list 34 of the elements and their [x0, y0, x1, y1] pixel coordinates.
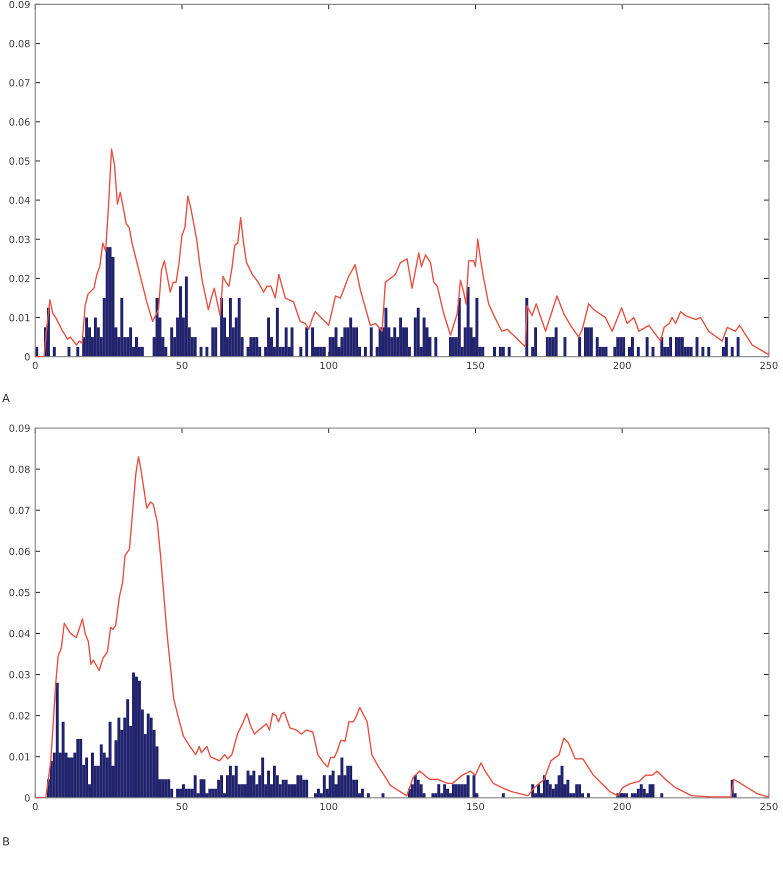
y-tick-label: 0.09: [9, 424, 30, 432]
y-tick-label: 0.08: [9, 40, 30, 48]
y-tick-label: 0.06: [9, 548, 30, 556]
x-tick-label: 100: [320, 802, 338, 810]
x-tick-label: 200: [614, 802, 631, 810]
y-tick-label: 0.01: [9, 314, 30, 322]
text: A: [2, 394, 10, 402]
y-tick-label: 0.03: [9, 236, 30, 244]
x-tick-label: 50: [176, 802, 188, 810]
x-tick-label: 250: [760, 362, 778, 370]
y-tick-label: 0.03: [9, 671, 30, 678]
y-tick-label: 0.04: [9, 196, 30, 204]
x-tick-label: 0: [32, 802, 38, 810]
x-tick-label: 100: [320, 362, 338, 370]
x-tick-label: 200: [614, 362, 631, 370]
text: B: [3, 837, 10, 846]
y-tick-label: 0.04: [9, 630, 30, 638]
y-tick-label: 0.08: [9, 466, 30, 473]
x-tick-label: 50: [176, 362, 188, 370]
y-tick-label: 0.02: [9, 712, 30, 720]
x-tick-label: 150: [467, 362, 484, 370]
x-tick-label: 250: [760, 802, 778, 810]
y-tick-label: 0.09: [9, 0, 30, 8]
x-tick-label: 150: [467, 802, 484, 810]
x-tick-label: 0: [32, 362, 38, 370]
y-tick-label: 0.01: [9, 753, 30, 761]
y-tick-label: 0.05: [9, 588, 30, 596]
y-tick-label: 0.02: [9, 274, 30, 282]
y-tick-label: 0.06: [9, 118, 30, 126]
y-tick-label: 0.07: [9, 506, 30, 514]
y-tick-label: 0.07: [9, 79, 30, 86]
y-tick-label: 0: [24, 794, 30, 802]
y-tick-label: 0.05: [9, 157, 30, 165]
y-tick-label: 0: [24, 353, 30, 361]
